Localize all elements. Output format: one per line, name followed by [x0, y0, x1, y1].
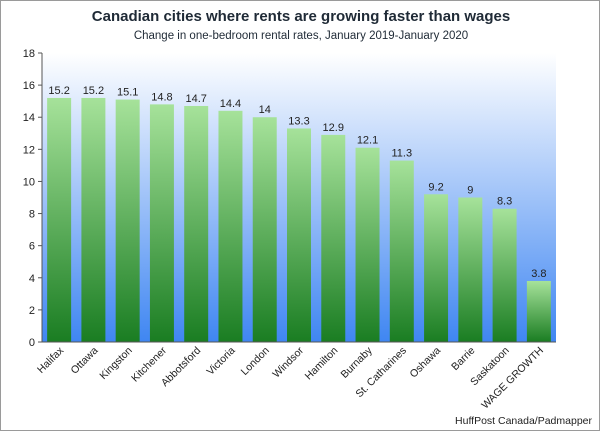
chart-title: Canadian cities where rents are growing …: [92, 8, 510, 25]
bar: [115, 99, 140, 342]
bar-value-label: 11.3: [392, 148, 413, 160]
x-tick-label: Oshawa: [407, 345, 443, 381]
x-tick-label: Windsor: [270, 344, 306, 380]
bar-value-label: 13.3: [288, 115, 309, 127]
bars: [47, 97, 551, 342]
bar: [458, 197, 483, 342]
bar-value-label: 9.2: [428, 181, 443, 193]
bar: [389, 160, 414, 342]
y-tick-label: 18: [23, 48, 35, 60]
bar: [355, 147, 380, 342]
x-tick-label: Hamilton: [303, 345, 341, 383]
y-tick-label: 2: [29, 305, 35, 317]
bar: [526, 280, 551, 342]
y-tick-label: 16: [23, 80, 35, 92]
y-tick-label: 4: [29, 273, 35, 285]
x-tick-label: WAGE GROWTH: [479, 345, 546, 412]
x-axis: Halifax OttawaKingstonKitchenerAbbotsford…: [35, 341, 556, 412]
bar-value-label: 3.8: [531, 268, 546, 280]
bar-value-label: 14: [259, 104, 271, 116]
bar: [252, 117, 277, 342]
y-tick-label: 12: [23, 144, 35, 156]
bar: [184, 105, 209, 342]
y-tick-label: 0: [29, 337, 35, 349]
y-tick-label: 10: [23, 176, 35, 188]
x-tick-label: London: [239, 345, 272, 378]
bar-value-label: 8.3: [497, 196, 512, 208]
bar: [492, 208, 517, 342]
bar-value-label: 14.8: [151, 91, 172, 103]
y-tick-label: 8: [29, 209, 35, 221]
bar: [218, 110, 243, 342]
x-tick-label: Barrie: [449, 345, 477, 373]
bar: [321, 134, 346, 342]
bar: [287, 128, 311, 342]
value-labels: 15.2 15.2 15.1 14.8 14.7 14.4 14 13.3 12.9 12.1 11…: [48, 85, 546, 280]
bar-value-label: 15.2: [83, 85, 104, 97]
chart-subtitle: Change in one-bedroom rental rates, Janu…: [134, 30, 468, 42]
y-tick-label: 14: [23, 112, 35, 124]
source-note: HuffPost Canada/Padmapper: [455, 415, 592, 427]
bar-value-label: 14.4: [220, 98, 241, 110]
bar-value-label: 15.1: [117, 87, 138, 99]
x-tick-label: Victoria: [204, 345, 237, 378]
bar: [424, 194, 449, 342]
x-tick-label: Ottawa: [69, 345, 101, 377]
bar: [149, 104, 174, 342]
bar-value-label: 12.1: [357, 135, 378, 147]
bar: [81, 97, 106, 342]
bar-value-label: 15.2: [48, 85, 69, 97]
y-axis: 0 2 4 6 8 10 12 14 16 18: [23, 48, 43, 349]
bar-value-label: 14.7: [185, 93, 206, 105]
bar-value-label: 9: [467, 185, 473, 197]
bar: [47, 97, 72, 342]
y-tick-label: 6: [29, 241, 35, 253]
bar-value-label: 12.9: [323, 122, 344, 134]
x-tick-label: Halifax: [35, 344, 67, 376]
